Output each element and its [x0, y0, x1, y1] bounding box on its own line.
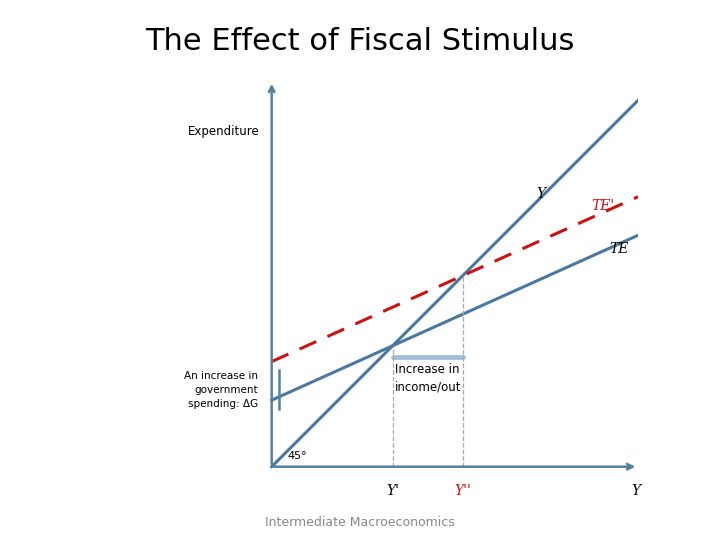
Text: Expenditure: Expenditure: [189, 125, 260, 138]
Text: An increase in
government
spending: ΔG: An increase in government spending: ΔG: [184, 370, 258, 409]
Text: TE': TE': [592, 199, 615, 213]
Text: Y: Y: [536, 187, 545, 200]
Text: The Effect of Fiscal Stimulus: The Effect of Fiscal Stimulus: [145, 27, 575, 56]
Text: Y': Y': [386, 484, 399, 498]
Text: Intermediate Macroeconomics: Intermediate Macroeconomics: [265, 516, 455, 529]
Text: TE: TE: [609, 242, 629, 256]
Text: 45°: 45°: [287, 451, 307, 461]
Text: Y'': Y'': [454, 484, 471, 498]
Text: Y: Y: [631, 484, 641, 498]
Text: Increase in
income/out: Increase in income/out: [395, 363, 461, 393]
